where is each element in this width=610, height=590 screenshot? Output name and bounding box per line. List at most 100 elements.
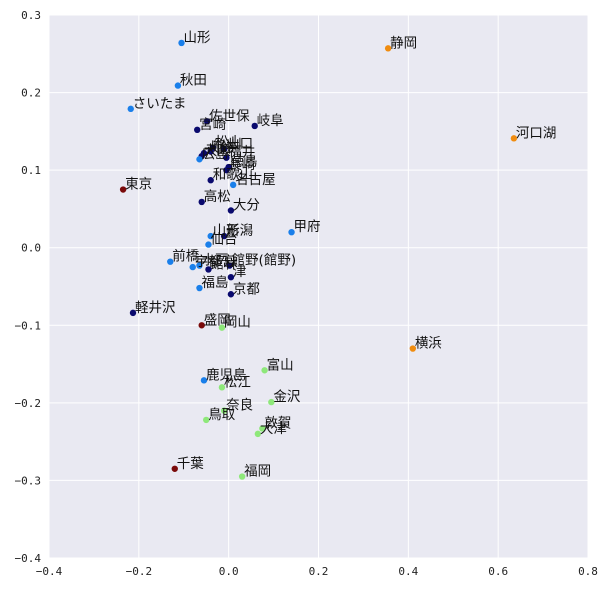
data-point-label: 水戸 [201,253,228,269]
data-point-label: 軽井沢 [135,300,176,316]
data-point-label: 広島 [201,146,228,162]
data-point [251,122,258,130]
data-point [194,126,201,134]
data-point-label: 金沢 [273,389,300,405]
data-point-label: 奈良 [226,398,253,414]
y-tick-label: 0.1 [21,164,41,177]
data-point-label: 熊本 [213,139,240,155]
data-point [409,345,417,352]
data-point-label: 大分 [233,197,260,213]
data-point-label: 長崎 [228,157,255,173]
data-point-label: 京都 [233,281,260,297]
data-point [223,154,230,161]
data-point-label: 福島 [201,275,228,291]
data-point-label: 名古屋 [235,172,275,188]
y-tick-label: −0.2 [15,397,42,410]
data-point-label: 岐阜 [257,112,284,129]
x-tick-label: 0.2 [309,565,329,578]
data-point [218,384,226,391]
data-point-label: 大分 [206,140,233,156]
data-point-label: 高松 [204,188,231,205]
x-tick-label: −0.2 [126,565,153,578]
data-point [384,45,392,52]
data-point [220,232,228,240]
data-point [510,135,518,142]
data-point-label: 福岡 [244,464,271,480]
data-point [259,425,266,432]
data-point [261,367,268,374]
x-tick-label: 0.4 [398,565,418,578]
data-point [198,198,205,206]
y-tick-label: 0.3 [21,9,41,22]
data-points [119,39,518,480]
x-tick-label: −0.4 [36,565,63,578]
data-point [227,291,235,298]
data-point-label: 新潟 [226,223,253,239]
data-point-label: 山口 [226,136,253,152]
data-point [207,177,214,184]
data-point-label: 東京 [125,177,152,193]
data-point-label: 敦賀 [264,415,291,431]
data-point [196,156,203,163]
data-point-label: 佐世保 [209,108,250,124]
data-point-label: 徳島 [231,154,258,170]
data-point-label: 津 [233,264,247,280]
data-point-label: 鳥取 [208,407,235,423]
data-point [227,207,235,214]
data-point-label: 大津 [260,421,287,437]
data-point [220,145,228,153]
data-point [223,166,230,174]
data-point [207,232,214,240]
data-point-label: 河口湖 [516,125,557,141]
data-point-label: 秋田 [180,73,207,89]
data-point [189,263,196,271]
data-point [167,258,174,265]
x-axis: −0.4 −0.2 0.0 0.2 0.4 0.6 0.8 [36,565,598,578]
data-point-label: 松山 [215,135,242,151]
data-point [203,416,210,424]
data-point [178,39,185,47]
data-point [220,407,228,414]
data-point-label: 仙台 [210,232,237,248]
data-point [254,430,262,438]
data-point-label: 大阪 [204,143,231,159]
data-point [203,118,211,125]
data-point-label: 静岡 [390,35,417,51]
x-tick-label: 0.6 [488,565,508,578]
data-point [171,465,178,472]
data-point [226,262,233,269]
data-point-label: 盛岡 [204,312,231,328]
data-point-label: 甲府 [294,219,321,235]
data-point [238,473,246,480]
data-point-label: 横浜 [415,336,442,352]
data-point [218,324,226,331]
y-axis: −0.4 −0.3 −0.2 −0.1 0.0 0.1 0.2 0.3 [15,9,42,565]
data-point-label: 館林 [210,256,237,272]
data-point [207,148,214,155]
x-tick-label: 0.0 [219,565,239,578]
data-point [129,309,137,317]
data-point [196,284,203,292]
grid-lines [48,14,589,559]
y-tick-label: −0.4 [15,552,42,565]
data-point-label: 福井 [228,145,255,161]
x-tick-label: 0.8 [578,565,598,578]
data-point [198,322,205,329]
data-point [200,377,208,384]
y-tick-label: 0.0 [21,242,41,255]
data-point-label: 宮崎 [199,117,226,133]
data-point-label: 山形 [213,223,240,239]
data-point-label: 鹿児島 [206,366,247,383]
data-point [268,398,275,406]
data-point-label: 和歌山 [213,167,254,183]
data-point-label: 山形 [184,30,211,46]
data-point [288,229,295,236]
y-tick-label: −0.3 [15,474,42,487]
data-point [174,82,182,89]
y-tick-label: 0.2 [21,87,41,100]
data-point-label: 岡山 [224,315,251,331]
data-point-label: さいたま [133,96,187,112]
data-point-label: 富山 [267,356,294,373]
